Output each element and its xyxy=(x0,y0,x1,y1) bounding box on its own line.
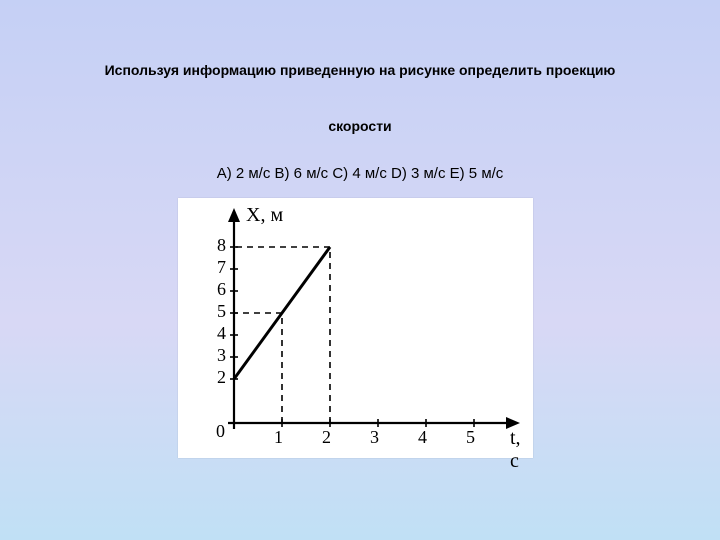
origin-zero-label: 0 xyxy=(216,421,225,442)
y-tick-label: 3 xyxy=(217,345,226,366)
question-title-line1: Используя информацию приведенную на рису… xyxy=(0,62,720,78)
y-axis-label: X, м xyxy=(246,204,283,227)
chart-svg xyxy=(178,198,533,458)
y-tick-label: 2 xyxy=(217,367,226,388)
x-tick-label: 1 xyxy=(274,427,283,448)
answer-options: A) 2 м/с B) 6 м/с C) 4 м/с D) 3 м/с E) 5… xyxy=(0,165,720,182)
y-tick-label: 7 xyxy=(217,257,226,278)
y-tick-label: 8 xyxy=(217,235,226,256)
x-tick-label: 2 xyxy=(322,427,331,448)
chart-container: X, м t, с 0 234567812345 xyxy=(178,198,533,458)
x-tick-label: 5 xyxy=(466,427,475,448)
question-title-line2: скорости xyxy=(0,118,720,134)
y-tick-label: 6 xyxy=(217,279,226,300)
x-axis-label: t, с xyxy=(510,427,533,473)
x-tick-label: 3 xyxy=(370,427,379,448)
x-tick-label: 4 xyxy=(418,427,427,448)
y-tick-label: 4 xyxy=(217,323,226,344)
y-tick-label: 5 xyxy=(217,301,226,322)
